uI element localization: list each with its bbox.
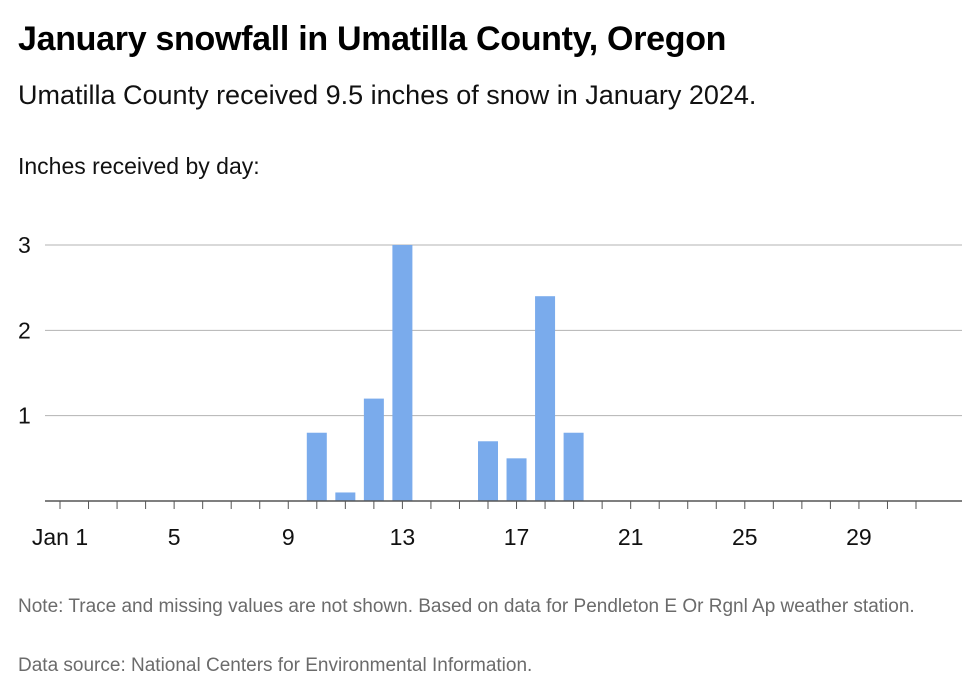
bar-jan-18: [535, 296, 556, 501]
gridlines: 1 2 3: [18, 232, 962, 429]
y-tick-label: 2: [18, 317, 31, 343]
x-tick-label: 25: [732, 524, 758, 550]
bar-jan-17: [506, 458, 527, 501]
bar-jan-11: [335, 492, 356, 501]
bar-jan-10: [306, 432, 327, 501]
bar-jan-16: [478, 441, 498, 501]
x-tick-label: 5: [168, 524, 181, 550]
x-axis: Jan 1 5 9 13 17 21 25 29: [32, 500, 962, 550]
bar-chart: 1 2 3 Jan 1 5 9 13 17 21 25 29: [18, 232, 962, 550]
bar-jan-13: [392, 245, 413, 501]
y-axis-label: Inches received by day:: [18, 153, 260, 179]
y-tick-label: 1: [18, 403, 31, 429]
x-tick-label: 29: [846, 524, 872, 550]
x-tick-label: 17: [504, 524, 530, 550]
chart-title: January snowfall in Umatilla County, Ore…: [18, 20, 727, 58]
x-tick-label: 9: [282, 524, 295, 550]
y-tick-label: 3: [18, 232, 31, 258]
bar-jan-12: [363, 398, 384, 501]
x-tick-label: 13: [390, 524, 416, 550]
chart-subtitle: Umatilla County received 9.5 inches of s…: [18, 80, 757, 110]
x-tick-label: Jan 1: [32, 524, 88, 550]
chart-note: Note: Trace and missing values are not s…: [18, 596, 915, 617]
bar-jan-19: [563, 432, 584, 501]
data-source: Data source: National Centers for Enviro…: [18, 655, 533, 676]
bars: [306, 245, 584, 501]
x-tick-label: 21: [618, 524, 644, 550]
